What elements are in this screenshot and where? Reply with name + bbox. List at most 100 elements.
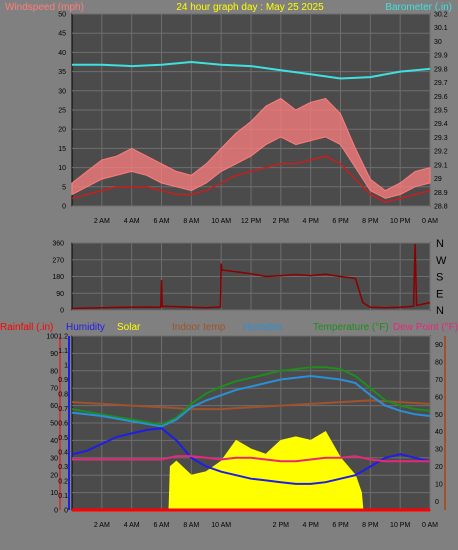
legend-temperature: Temperature (°F) [313,322,389,333]
temperature-tick-label: 10 [435,481,443,488]
humidity-tick-label: 90 [50,351,58,358]
rain-tick-label: 0.8 [58,392,68,399]
barometer-tick-label: 28.9 [434,190,448,197]
rain-tick-label: 0.3 [58,464,68,471]
compass-label: W [436,255,447,267]
humidity-tick-label: 30 [50,455,58,462]
rain-tick-label: 0.7 [58,406,68,413]
windspeed-tick-label: 15 [58,146,66,153]
rain-tick-label: 0.9 [58,377,68,384]
windspeed-tick-label: 20 [58,127,66,134]
time-tick-label: 2 PM [273,522,290,529]
wind-direction-grid [72,242,431,311]
barometer-tick-label: 29.7 [434,80,448,87]
time-tick-label: 10 PM [390,218,410,225]
time-tick-label: 10 AM [211,218,231,225]
humidity-tick-label: 0 [54,508,58,515]
windspeed-ticks: 0 5 10 15 20 25 30 35 40 45 50 [58,12,66,211]
temperature-series [71,366,431,512]
rain-tick-label: 0.1 [58,493,68,500]
dew-point-f-line [72,455,430,463]
windspeed-tick-label: 10 [58,165,66,172]
barometer-tick-label: 30.1 [434,25,448,32]
rain-tick-label: 0 [64,508,68,515]
humidity-tick-label: 60 [50,403,58,410]
time-tick-label: 10 AM [211,522,231,529]
time-tick-label: 10 PM [390,522,410,529]
windspeed-tick-label: 0 [62,204,66,211]
temperature-legend: Rainfall (.in) Humidity Solar Indoor tem… [0,322,458,333]
legend-dew-point: Dew Point (°F) [393,322,458,333]
temperature-tick-label: 0 [435,499,439,506]
rain-tick-label: 1.2 [58,334,68,341]
windspeed-tick-label: 30 [58,88,66,95]
humidity-tick-label: 40 [50,438,58,445]
barometer-line [72,60,431,80]
windspeed-band [71,97,431,199]
wind-direction-series [71,243,431,310]
direction-tick-label: 0 [60,308,64,315]
barometer-tick-label: 29.6 [434,94,448,101]
barometer-tick-label: 29.3 [434,135,448,142]
indoor-temp-line [71,399,431,411]
humidity-ticks: 0 10 20 30 40 50 60 70 80 90 100 [46,334,58,515]
time-tick-label: 2 AM [94,218,110,225]
direction-tick-label: 270 [52,257,64,264]
humidity-tick-label: 10 [50,490,58,497]
windspeed-tick-label: 45 [58,31,66,38]
wind-direction-ticks: 0 90 180 270 360 [52,241,64,315]
compass-label: E [436,288,443,300]
barometer-tick-label: 29.5 [434,108,448,115]
compass-label: S [436,272,443,284]
time-tick-label: 8 PM [362,218,379,225]
rain-ticks: 0 0.1 0.2 0.3 0.4 0.5 0.6 0.7 0.8 0.9 1 1.1 1.2 [58,334,68,515]
time-tick-label: 4 PM [302,522,319,529]
barometer-axis-label: Barometer (.in) [385,2,452,13]
barometer-tick-label: 29.4 [434,121,448,128]
temperature-tick-label: 30 [435,447,443,454]
time-tick-label: 12 PM [241,218,261,225]
legend-humidity: Humidity [66,322,105,333]
time-tick-label: 6 AM [154,218,170,225]
rain-tick-label: 1 [64,363,68,370]
temperature-time-ticks: 2 AM 4 AM 6 AM 8 AM 10 AM 2 PM 4 PM 6 PM 8 PM 10 … [94,522,438,529]
humidity-tick-label: 100 [46,334,58,341]
barometer-tick-label: 30 [434,39,442,46]
time-tick-label: 4 AM [124,218,140,225]
humidex-line [71,374,431,428]
time-tick-label: 6 AM [154,522,170,529]
rain-tick-label: 0.4 [58,450,68,457]
barometer-ticks: 28.8 28.9 29 29.1 29.2 29.3 29.4 29.5 29.6 29.7 29… [434,12,448,211]
rain-tick-label: 1.1 [58,348,68,355]
time-tick-label: 4 PM [302,218,319,225]
temperature-tick-label: 80 [435,360,443,367]
windspeed-axis-label: Windspeed (mph) [5,2,84,13]
temperature-tick-label: 50 [435,412,443,419]
windspeed-tick-label: 5 [62,184,66,191]
legend-humidex: Humidex [243,322,282,333]
direction-tick-label: 360 [52,241,64,248]
time-tick-label: 0 AM [422,218,438,225]
humidity-tick-label: 70 [50,386,58,393]
legend-rainfall: Rainfall (.in) [0,322,53,333]
graph-title: 24 hour graph day : May 25 2025 [176,2,324,13]
humidity-tick-label: 80 [50,368,58,375]
barometer-tick-label: 29.9 [434,53,448,60]
wind-time-ticks: 2 AM 4 AM 6 AM 8 AM 10 AM 12 PM 2 PM 4 PM 6 PM 8 … [94,218,438,225]
time-tick-label: 4 AM [124,522,140,529]
average-wind-line [71,155,431,203]
windspeed-tick-label: 25 [58,108,66,115]
legend-indoor-temp: Indoor temp [172,322,226,333]
rain-tick-label: 0.5 [58,435,68,442]
time-tick-label: 8 AM [183,522,199,529]
humidity-tick-label: 50 [50,421,58,428]
rain-tick-label: 0.2 [58,479,68,486]
temperature-tick-label: 60 [435,394,443,401]
time-tick-label: 6 PM [332,218,349,225]
temperature-f-line [71,366,431,426]
temperature-tick-label: 90 [435,342,443,349]
humidity-tick-label: 20 [50,473,58,480]
windspeed-tick-label: 40 [58,50,66,57]
